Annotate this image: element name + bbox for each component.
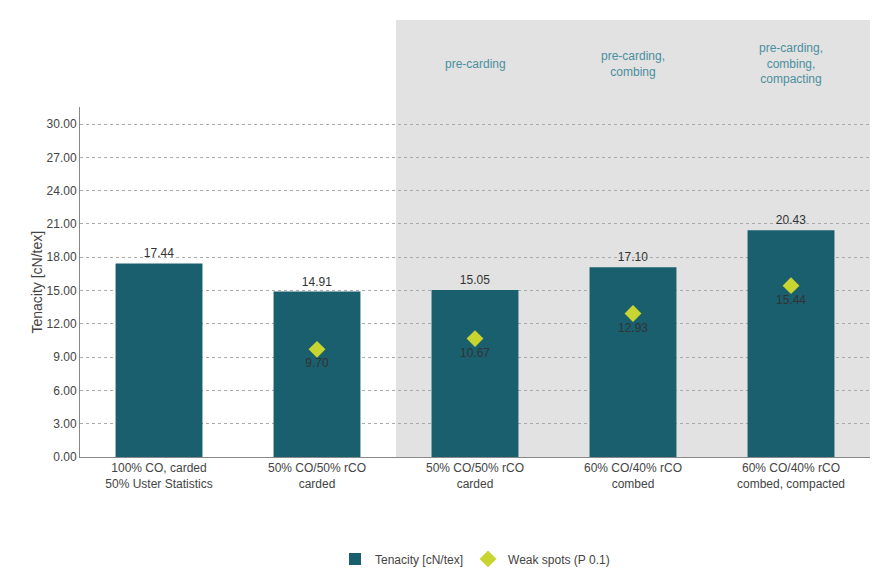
svg-text:18.00: 18.00 xyxy=(47,250,77,264)
svg-text:12.93: 12.93 xyxy=(618,321,648,335)
svg-text:9.00: 9.00 xyxy=(53,350,77,364)
svg-text:17.44: 17.44 xyxy=(144,246,174,260)
svg-text:15.44: 15.44 xyxy=(776,293,806,307)
svg-text:pre-carding: pre-carding xyxy=(445,57,506,71)
svg-text:Tenacity [cN/tex]: Tenacity [cN/tex] xyxy=(29,231,45,334)
svg-text:50% CO/50% rCOcarded: 50% CO/50% rCOcarded xyxy=(268,461,366,491)
svg-text:pre-carding,combing,compacting: pre-carding,combing,compacting xyxy=(759,41,823,86)
svg-text:Tenacity [cN/tex]: Tenacity [cN/tex] xyxy=(375,553,463,567)
svg-text:Weak spots (P 0.1): Weak spots (P 0.1) xyxy=(508,553,610,567)
svg-text:pre-carding,combing: pre-carding,combing xyxy=(601,49,665,79)
svg-text:21.00: 21.00 xyxy=(47,217,77,231)
svg-text:60% CO/40% rCOcombed: 60% CO/40% rCOcombed xyxy=(584,461,682,491)
svg-text:17.10: 17.10 xyxy=(618,250,648,264)
svg-text:15.05: 15.05 xyxy=(460,273,490,287)
svg-text:50% CO/50% rCOcarded: 50% CO/50% rCOcarded xyxy=(426,461,524,491)
svg-text:0.00: 0.00 xyxy=(53,450,77,464)
svg-text:27.00: 27.00 xyxy=(47,151,77,165)
svg-text:100% CO, carded50% Uster Stati: 100% CO, carded50% Uster Statistics xyxy=(105,461,212,491)
svg-text:24.00: 24.00 xyxy=(47,184,77,198)
svg-text:12.00: 12.00 xyxy=(47,317,77,331)
svg-text:3.00: 3.00 xyxy=(53,417,77,431)
svg-text:10.67: 10.67 xyxy=(460,346,490,360)
svg-text:14.91: 14.91 xyxy=(302,275,332,289)
svg-text:30.00: 30.00 xyxy=(47,117,77,131)
svg-text:9.70: 9.70 xyxy=(305,356,329,370)
svg-text:15.00: 15.00 xyxy=(47,284,77,298)
svg-text:20.43: 20.43 xyxy=(776,213,806,227)
svg-text:60% CO/40% rCOcombed, compacte: 60% CO/40% rCOcombed, compacted xyxy=(737,461,845,491)
svg-text:6.00: 6.00 xyxy=(53,384,77,398)
